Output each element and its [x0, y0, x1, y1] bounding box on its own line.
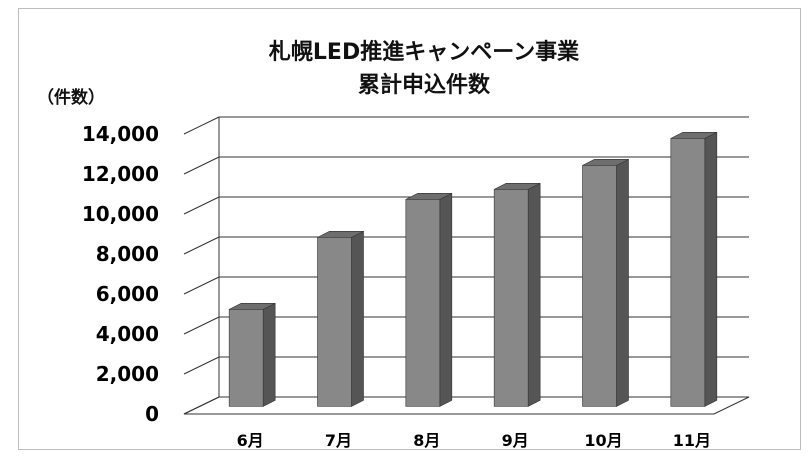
gridline-diagonal: [183, 356, 220, 375]
bar: [228, 302, 276, 407]
gridlines: [183, 116, 750, 415]
bar-front: [405, 199, 441, 407]
x-tick-label: 7月: [325, 431, 352, 449]
y-tick-label: 4,000: [96, 322, 159, 346]
bar: [317, 230, 364, 407]
y-tick-label: 14,000: [82, 122, 159, 146]
bar-side: [527, 182, 541, 407]
bar-side: [262, 302, 276, 407]
gridline-diagonal: [183, 116, 220, 135]
bar-chart: 札幌LED推進キャンペーン事業 累計申込件数 （件数） 0 2,000 4,000 6…: [37, 39, 750, 449]
x-axis-ticks: 6月 7月 8月 9月 10月 11月: [237, 431, 711, 449]
x-tick-label: 6月: [237, 431, 264, 449]
chart-floor: [183, 396, 750, 415]
bar: [670, 131, 718, 407]
y-axis-ticks: 0 2,000 4,000 6,000 8,000 10,000 12,000 14,000: [82, 122, 159, 426]
bar-front: [670, 138, 706, 407]
bar-side: [616, 158, 629, 407]
chart-title-line-2: 累計申込件数: [358, 72, 491, 98]
y-tick-label: 6,000: [96, 282, 159, 306]
gridline-diagonal: [183, 196, 220, 215]
y-tick-label: 0: [145, 402, 159, 426]
x-tick-label: 10月: [584, 431, 622, 449]
gridline-diagonal: [183, 156, 220, 175]
bar-front: [228, 309, 264, 407]
bar-front: [582, 165, 617, 407]
gridline-diagonal: [183, 316, 220, 335]
bar: [405, 192, 453, 407]
chart-title-line-1: 札幌LED推進キャンペーン事業: [268, 39, 580, 65]
x-tick-label: 8月: [413, 431, 440, 449]
y-tick-label: 2,000: [96, 362, 159, 386]
y-tick-label: 8,000: [96, 242, 159, 266]
y-tick-label: 10,000: [82, 202, 159, 226]
bar-side: [704, 131, 718, 407]
bar-side: [439, 192, 453, 407]
x-tick-label: 11月: [673, 431, 711, 449]
bar: [582, 158, 629, 407]
bar-front: [493, 189, 529, 407]
bar: [493, 182, 541, 407]
x-tick-label: 9月: [502, 431, 529, 449]
bar-front: [317, 237, 352, 407]
chart-frame: 札幌LED推進キャンペーン事業 累計申込件数 （件数） 0 2,000 4,000 6…: [18, 8, 801, 450]
gridline-diagonal: [183, 276, 220, 295]
y-tick-label: 12,000: [82, 162, 159, 186]
bars: [228, 131, 718, 407]
y-axis-unit-label: （件数）: [37, 87, 105, 108]
bar-side: [351, 230, 364, 407]
gridline-diagonal: [183, 236, 220, 255]
